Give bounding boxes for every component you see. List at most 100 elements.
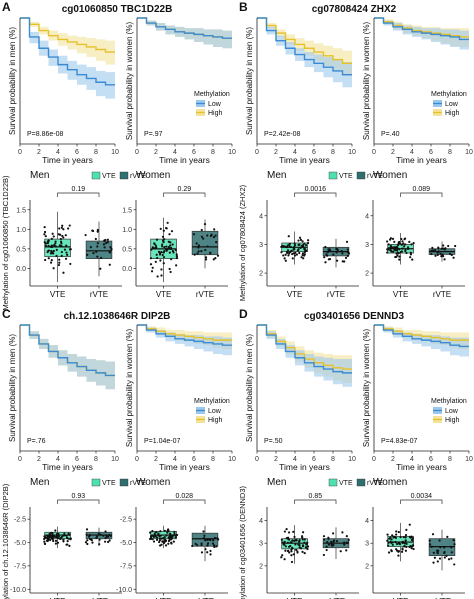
survival-line-low <box>137 17 232 39</box>
data-point <box>284 259 287 262</box>
data-point <box>298 251 301 255</box>
data-point <box>162 229 165 232</box>
data-point <box>204 256 208 259</box>
data-point <box>151 266 154 269</box>
data-point <box>327 537 330 540</box>
data-point <box>43 230 47 234</box>
data-point <box>326 250 329 254</box>
box-group-men: Men 2 3 4 VTE rVTE 0.0016 <box>259 170 359 299</box>
data-point <box>203 222 207 226</box>
data-point <box>284 549 287 552</box>
data-point <box>409 256 412 259</box>
data-point <box>172 251 175 254</box>
data-point <box>55 534 58 537</box>
data-point <box>166 531 169 534</box>
data-point <box>332 539 336 542</box>
data-point <box>154 534 157 537</box>
data-point <box>107 540 110 544</box>
box-rvte <box>85 240 113 259</box>
data-point <box>443 546 446 549</box>
data-point <box>65 534 68 537</box>
data-point <box>293 254 297 257</box>
data-point <box>387 541 390 544</box>
data-point <box>50 249 53 253</box>
data-point <box>323 538 326 541</box>
data-point <box>174 248 177 252</box>
data-point <box>62 538 65 541</box>
data-point <box>428 539 431 542</box>
survival-plot-men: 0 2 4 6 8 10 Time in years Survival probability… <box>8 17 119 165</box>
data-point <box>408 523 411 526</box>
boxplot-panel: Methylation of cg07808424 (ZHX2) Men 2 3 4 VT… <box>238 170 465 301</box>
y-axis-label: Survival probability in men (%) <box>245 27 254 135</box>
y-tick-label: 4 <box>259 213 263 220</box>
data-point <box>64 234 67 237</box>
data-point <box>91 541 94 544</box>
data-point <box>87 535 91 538</box>
panel-title: ch.12.1038646R DIP2B <box>64 311 171 322</box>
data-point <box>434 254 437 257</box>
y-tick-label: -7.5 <box>120 563 132 570</box>
data-point <box>402 242 405 245</box>
data-point <box>327 248 330 251</box>
data-point <box>159 534 163 537</box>
data-point <box>386 539 389 542</box>
data-point <box>303 552 306 555</box>
x-tick-label: 0 <box>372 456 376 463</box>
p-value: P=1.04e-07 <box>144 438 180 445</box>
x-tick-label: 8 <box>211 456 215 463</box>
data-point <box>158 539 161 542</box>
data-point <box>165 534 168 537</box>
data-point <box>298 243 301 246</box>
data-point <box>153 242 156 245</box>
data-point <box>298 540 301 543</box>
data-point <box>329 249 332 252</box>
legend-label-low: Low <box>208 408 222 415</box>
data-point <box>197 244 200 247</box>
p-value: P=.50 <box>264 438 283 445</box>
data-point <box>389 536 392 539</box>
data-point <box>289 544 292 548</box>
x-tick-label: 6 <box>429 456 433 463</box>
data-point <box>204 548 207 551</box>
y-tick-label: 4 <box>365 213 369 220</box>
data-point <box>164 226 168 230</box>
x-tick-label: 6 <box>75 456 79 463</box>
data-point <box>108 539 111 542</box>
data-point <box>99 267 102 270</box>
data-point <box>155 538 159 541</box>
data-point <box>398 255 401 258</box>
data-point <box>204 248 207 252</box>
legend-swatch-vte <box>328 171 338 180</box>
data-point <box>106 241 109 244</box>
y-axis-label: Survival probability in women (%) <box>125 329 134 448</box>
data-point <box>160 543 163 546</box>
data-point <box>440 247 443 250</box>
data-point <box>304 244 308 247</box>
data-point <box>215 241 218 244</box>
data-point <box>62 534 65 537</box>
data-point <box>404 249 407 252</box>
box-group-men: Men -10.0 -7.5 -5.0 -2.5 VTE rVTE 0.93 <box>10 477 122 599</box>
data-point <box>290 550 293 553</box>
box-group-men: Men 0.0 0.5 1.0 1.5 VTE rVTE 0.19 <box>16 170 122 299</box>
data-point <box>89 246 92 249</box>
data-point <box>405 251 408 255</box>
y-tick-label: 0.0 <box>16 266 26 273</box>
data-point <box>345 541 348 544</box>
x-tick-label: rVTE <box>90 597 108 599</box>
legend-label-high: High <box>208 417 223 424</box>
data-point <box>294 543 297 546</box>
data-point <box>394 255 397 259</box>
data-point <box>200 228 203 232</box>
data-point <box>60 244 63 248</box>
data-point <box>326 541 329 544</box>
y-tick-label: 4 <box>365 518 369 525</box>
data-point <box>301 538 304 541</box>
y-tick-label: 3 <box>365 541 369 548</box>
data-point <box>403 237 407 240</box>
data-point <box>438 557 442 560</box>
data-point <box>306 547 309 551</box>
data-point <box>212 236 216 239</box>
data-point <box>197 250 200 253</box>
